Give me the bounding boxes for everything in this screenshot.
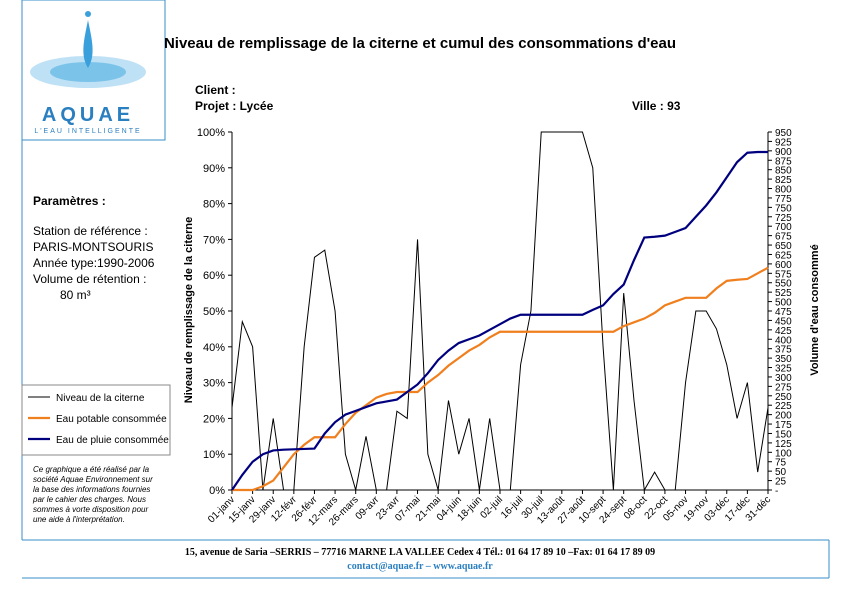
y2-tick-label: 625 [775, 250, 792, 261]
tagline: L'EAU INTELLIGENTE [34, 128, 141, 135]
y2-tick-label: 750 [775, 203, 792, 214]
y2-tick-label: 875 [775, 156, 792, 167]
y2-tick-label: 125 [775, 439, 792, 450]
y2-tick-label: 25 [775, 477, 787, 488]
y2-tick-label: 550 [775, 279, 792, 290]
legend-label: Eau de pluie consommée [56, 435, 169, 446]
logo-frame [21, 0, 166, 141]
chart-title: Niveau de remplissage de la citerne et c… [164, 35, 676, 52]
y2-tick-label: 425 [775, 326, 792, 337]
y-axis-label: Niveau de remplissage de la citerne [183, 217, 195, 403]
y2-tick-label: 600 [775, 260, 792, 271]
parameter: PARIS-MONTSOURIS [33, 240, 153, 254]
y-tick-label: 50% [203, 306, 225, 318]
parameters-heading: Paramètres : [33, 194, 106, 208]
y2-tick-label: 900 [775, 147, 792, 158]
y-tick-label: 70% [203, 234, 225, 246]
logo-drop [85, 11, 91, 17]
ville: Ville : 93 [632, 99, 681, 113]
y2-tick-label: 225 [775, 401, 792, 412]
note-line: société Aquae Environnement sur [33, 475, 153, 484]
parameter: Année type:1990-2006 [33, 256, 155, 270]
parameter: 80 m³ [60, 288, 91, 302]
y2-tick-label: 950 [775, 128, 792, 139]
y2-tick-label: 725 [775, 213, 792, 224]
y2-tick-label: 250 [775, 392, 792, 403]
plot: 0%10%20%30%40%50%60%70%80%90%100%-255075… [197, 127, 792, 528]
x-tick-label: 02-juil [478, 494, 505, 521]
y2-tick-label: 925 [775, 137, 792, 148]
y2-tick-label: 375 [775, 345, 792, 356]
y2-tick-label: 700 [775, 222, 792, 233]
note-line: la base des informations fournies [33, 485, 150, 494]
legend: Niveau de la citerne Eau potable consommé… [28, 393, 169, 446]
y2-tick-label: 800 [775, 185, 792, 196]
legend-frame [21, 384, 171, 456]
y-tick-label: 100% [197, 127, 225, 139]
y-tick-label: 90% [203, 163, 225, 175]
y2-tick-label: 325 [775, 364, 792, 375]
y2-tick-label: 100 [775, 448, 792, 459]
parameter: Volume de rétention : [33, 272, 146, 286]
brand: AQUAE [42, 104, 134, 126]
x-tick-label: 16-juil [499, 494, 526, 521]
y2-tick-label: 150 [775, 429, 792, 440]
projet: Projet : Lycée [195, 99, 274, 113]
y2-tick-label: 275 [775, 382, 792, 393]
y2-tick-label: 50 [775, 467, 787, 478]
y2-tick-label: 475 [775, 307, 792, 318]
y-tick-label: 40% [203, 342, 225, 354]
y2-tick-label: 825 [775, 175, 792, 186]
y2-axis-label: Volume d'eau consommé [809, 244, 821, 375]
y2-tick-label: 775 [775, 194, 792, 205]
y2-tick-label: 450 [775, 316, 792, 327]
y2-tick-label: 300 [775, 373, 792, 384]
legend-label: Eau potable consommée [56, 414, 167, 425]
y2-tick-label: 175 [775, 420, 792, 431]
note-line: Ce graphique a été réalisé par la [33, 465, 150, 474]
y2-tick-label: - [775, 486, 778, 497]
note: Ce graphique a été réalisé par lasociété… [32, 465, 153, 524]
footer-contact: contact@aquae.fr – www.aquae.fr [347, 561, 493, 572]
logo-ripple [50, 62, 126, 82]
legend-label: Niveau de la citerne [56, 393, 145, 404]
y2-tick-label: 575 [775, 269, 792, 280]
y-tick-label: 20% [203, 413, 225, 425]
y2-tick-label: 400 [775, 335, 792, 346]
note-line: une aide à l'interprétation. [33, 515, 125, 524]
y2-tick-label: 350 [775, 354, 792, 365]
footer-address: 15, avenue de Saria –SERRIS – 77716 MARN… [185, 547, 655, 558]
y-tick-label: 80% [203, 199, 225, 211]
note-line: par le cahier des charges. Nous [32, 495, 146, 504]
y2-tick-label: 200 [775, 411, 792, 422]
series-line [231, 131, 769, 492]
series-line [232, 266, 769, 492]
y-tick-label: 30% [203, 378, 225, 390]
y2-tick-label: 850 [775, 166, 792, 177]
series-line [231, 150, 768, 491]
y2-tick-label: 650 [775, 241, 792, 252]
parameter: Station de référence : [33, 224, 148, 238]
client: Client : [195, 83, 236, 97]
y-tick-label: 60% [203, 270, 225, 282]
parameters: Station de référence : PARIS-MONTSOURIS An… [33, 224, 155, 302]
logo-drop [83, 20, 93, 68]
y-tick-label: 10% [203, 449, 225, 461]
y2-tick-label: 75 [775, 458, 787, 469]
y2-tick-label: 500 [775, 298, 792, 309]
note-line: sommes à vorte disposition pour [33, 505, 149, 514]
y2-tick-label: 525 [775, 288, 792, 299]
y2-tick-label: 675 [775, 232, 792, 243]
y-tick-label: 0% [209, 485, 225, 497]
